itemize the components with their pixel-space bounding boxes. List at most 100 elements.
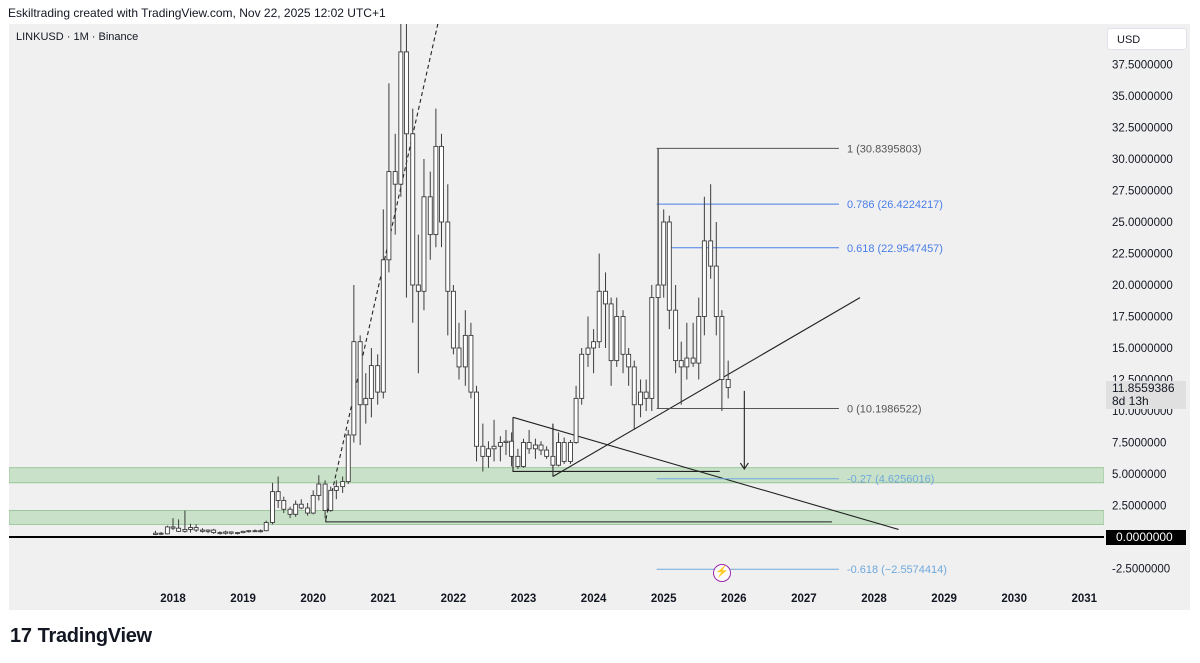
candle: [486, 441, 491, 468]
candle-body: [228, 531, 234, 534]
candle: [392, 133, 398, 235]
candle-body: [333, 486, 339, 491]
candle: [538, 441, 544, 456]
candle-body: [696, 316, 702, 364]
candle-body: [579, 353, 585, 399]
candle: [211, 528, 217, 534]
support-zone-1: [9, 510, 1104, 525]
candle-body: [258, 530, 264, 533]
y-tick-label: 30.0000000: [1112, 154, 1173, 166]
candle: [316, 475, 322, 501]
candle: [246, 530, 252, 533]
candle-body: [368, 365, 374, 399]
candle: [603, 272, 608, 348]
candle: [661, 209, 667, 298]
x-tick-label: 2027: [791, 593, 817, 605]
candle: [415, 234, 421, 374]
x-tick-label: 2026: [721, 593, 747, 605]
candle-body: [620, 316, 626, 355]
candle-body: [445, 221, 451, 292]
candle-body: [603, 290, 608, 305]
candle: [153, 530, 158, 536]
candle-body: [719, 316, 725, 380]
target-arrow-head: [739, 462, 749, 470]
candle: [725, 360, 731, 399]
fib-label-1: 0.786 (26.4224217): [847, 199, 943, 211]
candle-body: [725, 379, 731, 389]
candle-body: [568, 442, 573, 462]
candle: [223, 530, 229, 535]
candle-body: [491, 445, 497, 450]
candle-body: [322, 483, 328, 511]
candle: [322, 480, 328, 519]
candle-body: [556, 442, 561, 466]
candle-body: [386, 171, 392, 261]
candle: [421, 159, 427, 311]
trendline-5: [325, 519, 832, 523]
plot-area: 1 (30.8395803) 0.786 (26.4224217) 0.618 (2…: [9, 24, 1104, 576]
bolt-icon[interactable]: ⚡: [713, 564, 731, 582]
candle-body: [363, 397, 369, 406]
x-tick-label: 2020: [300, 593, 326, 605]
candle-body: [193, 527, 199, 531]
candle-body: [392, 171, 398, 185]
candle: [456, 322, 462, 380]
candle: [287, 506, 293, 519]
x-tick-label: 2031: [1072, 593, 1098, 605]
chart-pane[interactable]: 1 (30.8395803) 0.786 (26.4224217) 0.618 (2…: [9, 24, 1190, 610]
candle: [170, 518, 176, 531]
candle-body: [211, 529, 217, 534]
candle-body: [252, 530, 258, 533]
currency-selector[interactable]: USD: [1107, 28, 1187, 50]
candle: [526, 429, 532, 454]
candle-body: [263, 522, 269, 532]
candle-body: [486, 448, 491, 457]
candle-body: [240, 530, 246, 534]
candle: [340, 476, 346, 493]
y-tick-label: 2.5000000: [1112, 501, 1166, 513]
y-tick-label: 7.5000000: [1112, 438, 1166, 450]
candle: [275, 476, 281, 509]
candlestick-chart[interactable]: 1 (30.8395803) 0.786 (26.4224217) 0.618 (2…: [9, 24, 1190, 610]
y-tick-label: 17.5000000: [1112, 312, 1173, 324]
candle: [521, 438, 526, 468]
candle: [474, 385, 479, 462]
candle-body: [497, 442, 503, 447]
candle: [368, 348, 374, 418]
candle: [293, 500, 299, 517]
candle-body: [439, 145, 444, 223]
candle: [345, 429, 351, 485]
candle-body: [532, 444, 538, 450]
candle-body: [410, 133, 416, 286]
candle-body: [643, 391, 649, 399]
candle-body: [503, 440, 509, 443]
candle-body: [649, 297, 655, 399]
candle-body: [480, 445, 486, 457]
candle: [585, 316, 591, 367]
candle: [281, 496, 287, 514]
candle: [673, 285, 679, 374]
candle: [182, 510, 188, 533]
candle-body: [631, 366, 637, 406]
candle: [515, 448, 521, 469]
candle: [410, 108, 416, 323]
trendline-1: [552, 297, 861, 477]
y-tick-label: 27.5000000: [1112, 186, 1173, 198]
candle: [375, 354, 381, 405]
candle-body: [608, 303, 614, 362]
candle: [620, 310, 626, 374]
candle: [638, 379, 644, 418]
candle: [298, 499, 304, 510]
candle-body: [515, 455, 521, 467]
fib-label-4: -0.27 (4.6256016): [847, 474, 934, 486]
candle-body: [153, 532, 158, 535]
x-tick-label: 2030: [1001, 593, 1027, 605]
candle-body: [474, 391, 479, 447]
candle-body: [713, 265, 719, 317]
tradingview-logo-text: TradingView: [37, 625, 152, 647]
candle-body: [223, 531, 229, 534]
candle-body: [550, 455, 556, 466]
symbol-legend[interactable]: LINKUSD · 1M · Binance: [16, 31, 139, 43]
candle: [328, 486, 334, 512]
candle-body: [270, 491, 275, 523]
